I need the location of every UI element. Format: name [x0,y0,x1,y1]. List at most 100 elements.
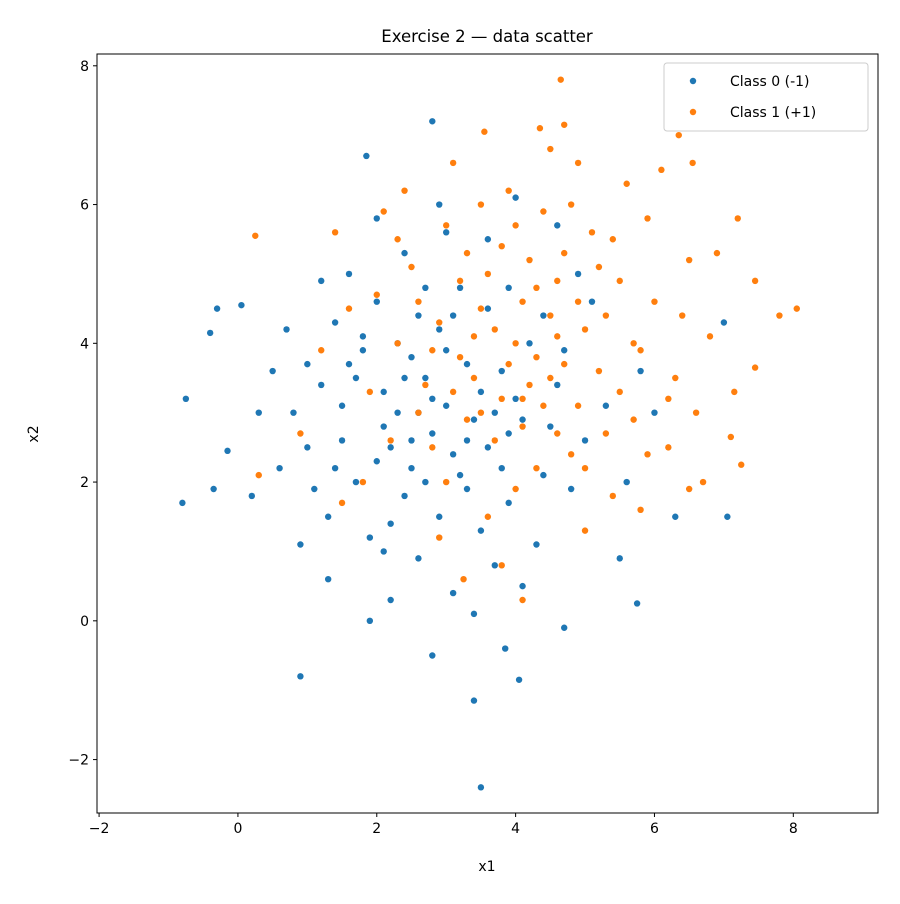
data-point-class-0 [477,784,485,791]
data-point-class-0 [512,395,519,403]
data-points [179,76,800,791]
data-point-class-0 [526,340,533,347]
legend-marker-class-1 [689,108,697,116]
data-point-class-0 [324,575,332,583]
data-point-class-0 [429,118,436,125]
data-point-class-0 [380,548,387,555]
data-point-class-1 [491,326,498,333]
data-point-class-0 [366,534,374,541]
data-point-class-1 [442,478,450,486]
data-point-class-1 [554,333,561,340]
data-point-class-0 [387,596,394,604]
data-point-class-1 [679,312,686,319]
data-point-class-1 [477,305,485,312]
data-point-class-0 [515,676,523,683]
data-point-class-0 [213,305,221,312]
data-point-class-0 [456,284,464,292]
data-point-class-0 [304,360,311,368]
data-point-class-1 [394,340,401,347]
data-point-class-0 [408,464,415,472]
data-point-class-1 [456,353,464,361]
data-point-class-0 [567,485,575,493]
data-point-class-0 [429,395,436,403]
data-point-class-1 [470,333,478,340]
data-point-class-0 [224,447,231,455]
data-point-class-0 [345,270,353,278]
data-point-class-1 [338,499,346,507]
data-point-class-0 [331,319,339,326]
data-point-class-0 [311,485,318,493]
y-axis-label: x2 [26,425,42,442]
data-point-class-1 [387,437,394,444]
data-point-class-1 [727,433,735,441]
data-point-class-1 [547,374,554,382]
data-point-class-1 [477,409,485,416]
x-tick-label: −2 [89,821,110,837]
data-point-class-0 [359,347,367,354]
data-point-class-1 [477,201,485,208]
data-point-class-1 [588,229,596,236]
plot-frame [96,53,879,814]
data-point-class-1 [449,388,457,396]
data-point-class-1 [574,159,582,167]
data-point-class-0 [519,416,526,423]
data-point-class-1 [491,437,498,444]
data-point-class-0 [352,478,360,486]
data-point-class-0 [672,513,679,520]
data-point-class-0 [651,409,658,416]
data-point-class-1 [685,256,693,264]
data-point-class-1 [519,596,526,604]
data-point-class-0 [484,444,492,451]
data-point-class-0 [463,485,471,493]
legend-marker-class-0 [689,77,697,85]
data-point-class-0 [449,451,457,458]
data-point-class-1 [394,236,401,243]
data-point-class-1 [484,270,492,278]
chart-title: Exercise 2 — data scatter [381,27,593,46]
data-point-class-0 [724,513,731,520]
data-point-class-1 [734,215,741,222]
data-point-class-0 [338,402,346,409]
data-point-class-1 [519,395,526,403]
data-point-class-0 [210,485,217,493]
data-point-class-1 [456,277,464,285]
data-point-class-1 [609,236,617,243]
data-point-class-1 [512,485,519,493]
data-point-class-0 [429,430,436,437]
data-point-class-1 [401,187,408,194]
data-point-class-1 [602,430,610,437]
data-point-class-0 [408,437,415,444]
data-point-class-1 [595,263,603,271]
data-point-class-1 [685,485,693,493]
data-point-class-0 [519,582,526,590]
data-point-class-0 [373,298,380,305]
data-point-class-1 [415,409,422,416]
data-point-class-1 [567,451,575,458]
data-point-class-0 [269,367,276,375]
data-point-class-0 [554,222,561,229]
data-point-class-1 [533,284,540,292]
data-point-class-1 [609,492,617,500]
legend-label-class-0: Class 0 (-1) [730,74,810,90]
data-point-class-0 [422,478,429,486]
data-point-class-0 [456,471,464,479]
x-tick-label: 4 [511,821,520,837]
data-point-class-0 [387,520,394,527]
x-tick-label: 0 [233,821,242,837]
data-point-class-1 [481,128,488,135]
data-point-class-1 [547,145,554,153]
data-point-class-0 [561,624,568,631]
data-point-class-0 [338,437,346,444]
data-point-class-1 [692,409,700,416]
data-point-class-1 [689,159,696,167]
y-tick-label: 4 [80,336,89,352]
data-point-class-0 [422,374,429,382]
data-point-class-1 [706,333,714,340]
data-point-class-1 [484,513,492,520]
data-point-class-1 [776,312,783,319]
data-point-class-1 [512,222,519,229]
data-point-class-0 [387,444,394,451]
data-point-class-1 [644,215,651,222]
data-point-class-1 [331,229,339,236]
data-point-class-0 [470,697,478,704]
